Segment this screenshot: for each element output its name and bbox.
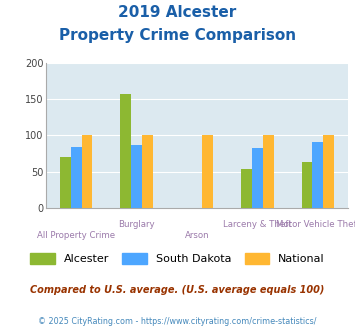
Text: Property Crime Comparison: Property Crime Comparison bbox=[59, 28, 296, 43]
Bar bbox=[263, 135, 274, 208]
Bar bbox=[120, 94, 131, 208]
Text: Motor Vehicle Theft: Motor Vehicle Theft bbox=[276, 219, 355, 228]
Bar bbox=[60, 157, 71, 208]
Bar bbox=[323, 135, 334, 208]
Text: © 2025 CityRating.com - https://www.cityrating.com/crime-statistics/: © 2025 CityRating.com - https://www.city… bbox=[38, 317, 317, 326]
Text: Burglary: Burglary bbox=[118, 219, 155, 228]
Text: Larceny & Theft: Larceny & Theft bbox=[223, 219, 292, 228]
Legend: Alcester, South Dakota, National: Alcester, South Dakota, National bbox=[26, 248, 329, 268]
Bar bbox=[312, 142, 323, 208]
Text: Compared to U.S. average. (U.S. average equals 100): Compared to U.S. average. (U.S. average … bbox=[30, 285, 325, 295]
Text: Arson: Arson bbox=[185, 231, 209, 240]
Bar bbox=[252, 148, 263, 208]
Bar bbox=[241, 169, 252, 208]
Text: All Property Crime: All Property Crime bbox=[37, 231, 115, 240]
Bar bbox=[131, 145, 142, 208]
Bar bbox=[142, 135, 153, 208]
Text: 2019 Alcester: 2019 Alcester bbox=[118, 5, 237, 20]
Bar bbox=[301, 162, 312, 208]
Bar bbox=[71, 147, 82, 208]
Bar bbox=[202, 135, 213, 208]
Bar bbox=[82, 135, 93, 208]
